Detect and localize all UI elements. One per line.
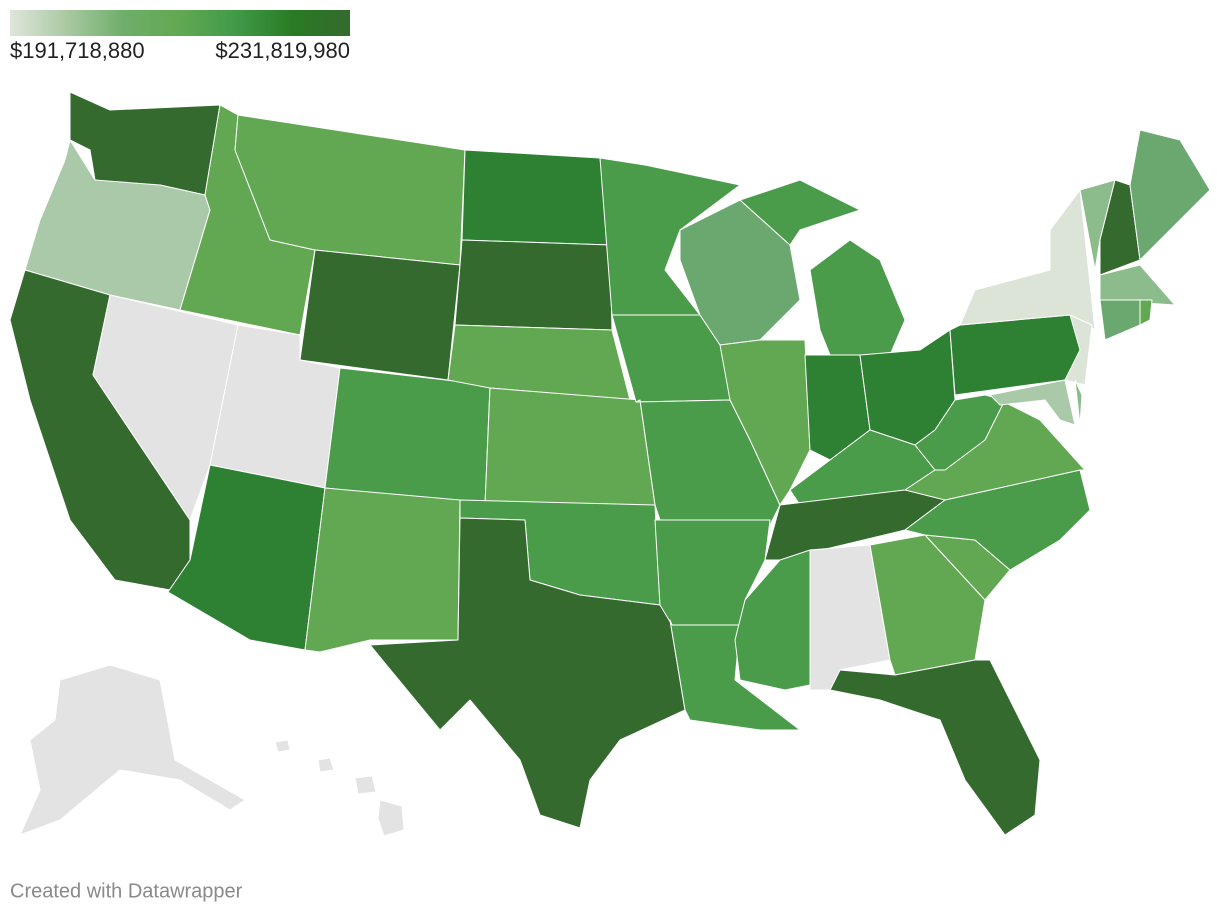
state	[299, 249, 461, 381]
state	[1099, 299, 1141, 341]
state	[809, 239, 906, 356]
state	[454, 239, 613, 331]
state	[317, 757, 335, 773]
state	[1099, 264, 1176, 306]
legend-max-label: $231,819,980	[215, 38, 350, 63]
state	[19, 664, 246, 836]
footer: Created with Datawrapper	[10, 880, 243, 902]
state	[829, 659, 1041, 836]
state	[989, 379, 1076, 426]
state	[324, 367, 491, 506]
state	[369, 517, 686, 829]
state	[1139, 299, 1153, 326]
state	[274, 739, 291, 753]
legend-min-label: $191,718,880	[10, 38, 145, 63]
state	[1099, 179, 1141, 276]
state	[484, 387, 656, 506]
state	[304, 487, 461, 653]
state	[92, 294, 239, 521]
state	[1129, 129, 1211, 261]
state	[1074, 379, 1083, 426]
legend-gradient	[10, 10, 350, 36]
state	[959, 189, 1096, 331]
state	[354, 775, 377, 795]
state	[377, 799, 405, 837]
state	[739, 179, 861, 246]
state	[914, 394, 1006, 471]
state	[734, 549, 811, 691]
state	[461, 149, 611, 246]
